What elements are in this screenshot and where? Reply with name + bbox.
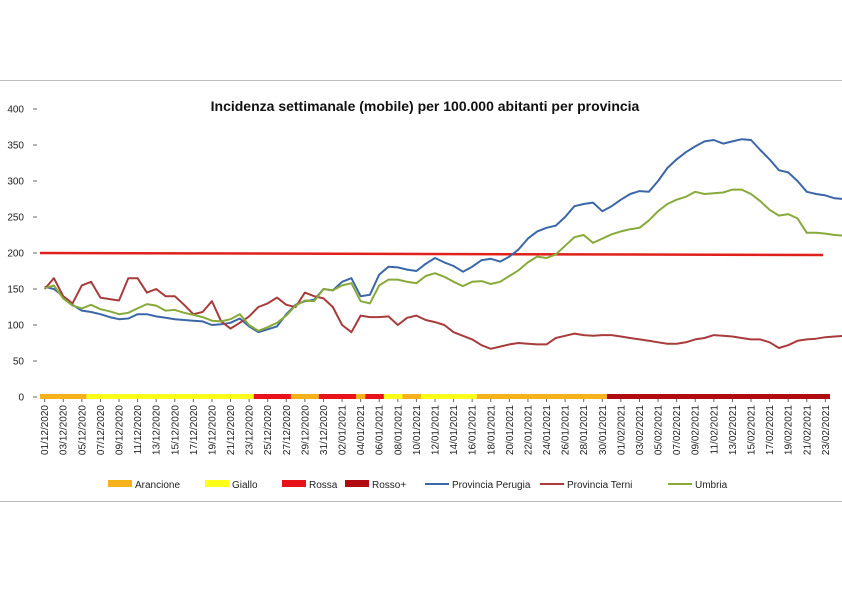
x-tick-label: 11/02/2021 (709, 405, 720, 455)
line-chart: Incidenza settimanale (mobile) per 100.0… (7, 98, 842, 491)
chart-container: Incidenza settimanale (mobile) per 100.0… (0, 80, 842, 502)
x-tick-label: 20/01/2021 (505, 405, 516, 455)
legend-label: Provincia Perugia (452, 480, 531, 491)
x-tick-label: 13/12/2020 (152, 405, 163, 455)
zone-band-segment (318, 394, 356, 399)
x-tick-label: 06/01/2021 (375, 405, 386, 455)
x-tick-label: 30/01/2021 (598, 405, 609, 455)
x-tick-label: 12/01/2021 (431, 405, 442, 455)
x-tick-label: 18/01/2021 (486, 405, 497, 455)
x-tick-label: 28/01/2021 (579, 405, 590, 455)
x-tick-label: 04/01/2021 (356, 405, 367, 455)
x-tick-label: 10/01/2021 (412, 405, 423, 455)
x-tick-label: 31/12/2020 (319, 405, 330, 455)
series-line-provincia-terni (43, 277, 842, 350)
zone-band-segment (86, 394, 254, 399)
x-tick-label: 09/02/2021 (691, 405, 702, 455)
y-tick-label: 100 (7, 321, 24, 332)
zone-band-segment (356, 394, 366, 399)
x-tick-label: 23/02/2021 (821, 405, 832, 455)
x-tick-label: 16/01/2021 (468, 405, 479, 455)
x-tick-label: 17/12/2020 (189, 405, 200, 455)
legend-swatch (282, 480, 306, 487)
x-tick-label: 08/01/2021 (393, 405, 404, 455)
plot-area: 0 50 100 150 200 250 300 350 400 01/12/2020 03/12/… (7, 105, 842, 455)
x-tick-label: 23/12/2020 (245, 405, 256, 455)
zone-band-segment (606, 394, 830, 399)
threshold-line (39, 251, 824, 257)
y-tick-label: 150 (7, 285, 24, 296)
x-tick-label: 21/12/2020 (226, 405, 237, 455)
y-tick-label: 0 (18, 393, 24, 404)
x-tick-label: 05/02/2021 (654, 405, 665, 455)
x-tick-label: 26/01/2021 (561, 405, 572, 455)
legend-label: Provincia Terni (567, 480, 632, 491)
chart-title: Incidenza settimanale (mobile) per 100.0… (211, 98, 640, 114)
zone-band-segment (383, 394, 403, 399)
zone-band-segment (253, 394, 291, 399)
x-tick-label: 17/02/2021 (765, 405, 776, 455)
zone-band-segment (421, 394, 477, 399)
series-line-provincia-perugia (44, 138, 842, 334)
zone-band-segment (365, 394, 384, 399)
legend: Arancione Giallo Rossa Rosso+ Provincia Peru… (108, 480, 728, 491)
zone-band-segment (476, 394, 607, 399)
legend-label: Arancione (135, 480, 180, 491)
x-tick-label: 01/02/2021 (616, 405, 627, 455)
x-tick-label: 03/12/2020 (59, 405, 70, 455)
y-tick-label: 400 (7, 105, 24, 116)
x-tick-label: 11/12/2020 (133, 405, 144, 455)
x-tick-label: 07/02/2021 (672, 405, 683, 455)
legend-label: Giallo (232, 480, 258, 491)
legend-swatch (345, 480, 369, 487)
x-tick-label: 15/12/2020 (170, 405, 181, 455)
x-tick-label: 29/12/2020 (300, 405, 311, 455)
y-tick-label: 50 (13, 357, 25, 368)
x-tick-label: 07/12/2020 (96, 405, 107, 455)
zone-band-segment (40, 394, 87, 399)
x-tick-label: 05/12/2020 (77, 405, 88, 455)
legend-swatch (108, 480, 132, 487)
x-tick-label: 13/02/2021 (728, 405, 739, 455)
legend-label: Rossa (309, 480, 338, 491)
zone-band-segment (290, 394, 319, 399)
y-tick-label: 350 (7, 141, 24, 152)
x-tick-label: 24/01/2021 (542, 405, 553, 455)
legend-swatch (205, 480, 229, 487)
x-tick-label: 01/12/2020 (40, 405, 51, 455)
series-line-umbria (44, 188, 842, 332)
x-tick-label: 15/02/2021 (747, 405, 758, 455)
x-tick-label: 19/12/2020 (207, 405, 218, 455)
x-tick-label: 19/02/2021 (784, 405, 795, 455)
x-tick-label: 25/12/2020 (263, 405, 274, 455)
x-tick-label: 09/12/2020 (115, 405, 126, 455)
y-tick-label: 300 (7, 177, 24, 188)
x-tick-label: 02/01/2021 (338, 405, 349, 455)
x-tick-label: 27/12/2020 (282, 405, 293, 455)
zone-band-segment (402, 394, 422, 399)
x-tick-label: 03/02/2021 (635, 405, 646, 455)
y-tick-label: 200 (7, 249, 24, 260)
x-tick-label: 14/01/2021 (449, 405, 460, 455)
x-tick-label: 22/01/2021 (523, 405, 534, 455)
legend-label: Umbria (695, 480, 728, 491)
legend-label: Rosso+ (372, 480, 406, 491)
x-tick-label: 21/02/2021 (802, 405, 813, 455)
y-tick-label: 250 (7, 213, 24, 224)
